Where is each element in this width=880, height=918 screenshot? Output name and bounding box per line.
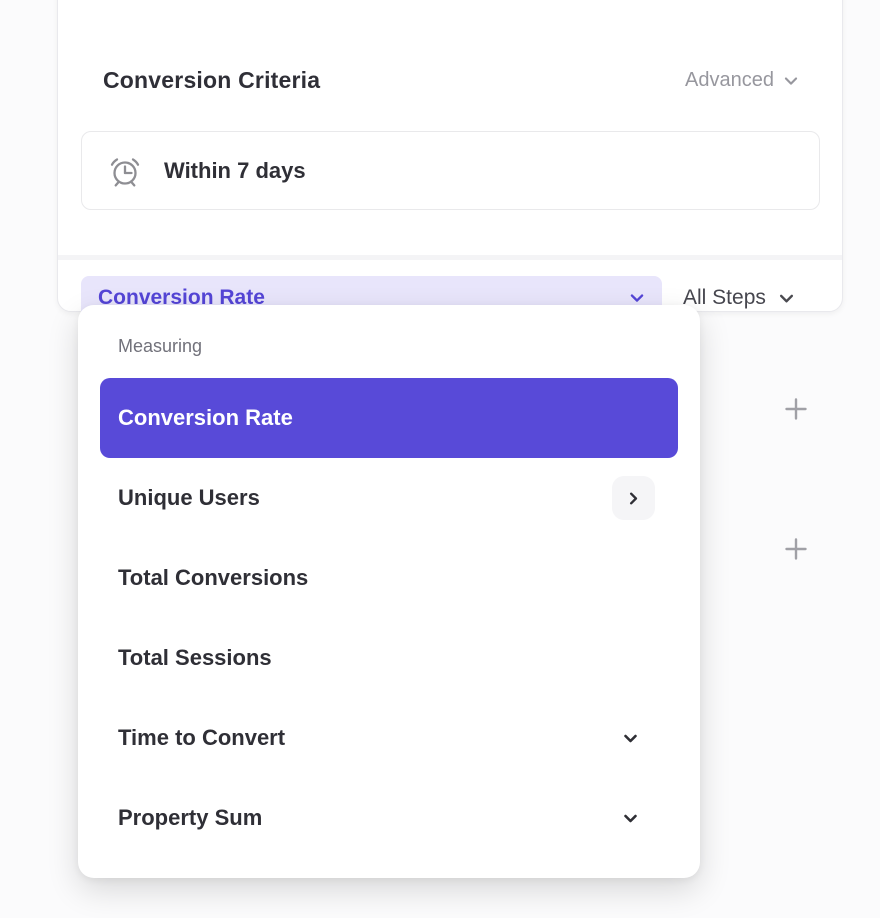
- chevron-down-icon: [621, 809, 640, 828]
- page-title: Conversion Criteria: [103, 67, 321, 93]
- chevron-down-icon: [628, 289, 646, 307]
- submenu-button[interactable]: [612, 476, 655, 520]
- menu-item-total-conversions[interactable]: Total Conversions: [100, 538, 678, 618]
- advanced-dropdown[interactable]: Advanced: [685, 69, 800, 92]
- menu-item-label: Property Sum: [118, 805, 263, 830]
- advanced-label: Advanced: [685, 69, 774, 91]
- chevron-down-icon: [621, 729, 640, 748]
- menu-section-label: Measuring: [118, 336, 203, 356]
- chevron-down-icon: [777, 289, 796, 308]
- menu-item-unique-users[interactable]: Unique Users: [100, 458, 678, 538]
- menu-item-total-sessions[interactable]: Total Sessions: [100, 618, 678, 698]
- plus-icon: [785, 538, 807, 560]
- menu-item-time-to-convert[interactable]: Time to Convert: [100, 698, 678, 778]
- add-button[interactable]: [784, 397, 808, 421]
- plus-icon: [785, 398, 807, 420]
- menu-item-label: Time to Convert: [118, 725, 286, 750]
- alarm-clock-icon: [107, 153, 143, 189]
- measurement-selected-value: Conversion Rate: [98, 286, 265, 309]
- conversion-criteria-card: Conversion Criteria Advanced Within 7 d: [57, 0, 843, 320]
- steps-scope-dropdown[interactable]: All Steps: [683, 276, 796, 320]
- card-divider: [58, 255, 842, 260]
- menu-item-conversion-rate[interactable]: Conversion Rate: [100, 378, 678, 458]
- menu-item-label: Total Conversions: [118, 565, 309, 590]
- menu-item-label: Total Sessions: [118, 645, 272, 670]
- menu-item-label: Unique Users: [118, 485, 260, 510]
- steps-scope-label: All Steps: [683, 286, 766, 309]
- measurement-menu: Measuring Conversion Rate Unique Users T…: [78, 305, 700, 878]
- menu-item-label: Conversion Rate: [118, 405, 293, 430]
- conversion-window-input[interactable]: Within 7 days: [81, 131, 820, 210]
- chevron-right-icon: [625, 490, 642, 507]
- chevron-down-icon: [782, 72, 800, 90]
- conversion-window-value: Within 7 days: [164, 157, 306, 183]
- add-button[interactable]: [784, 537, 808, 561]
- menu-item-property-sum[interactable]: Property Sum: [100, 778, 678, 858]
